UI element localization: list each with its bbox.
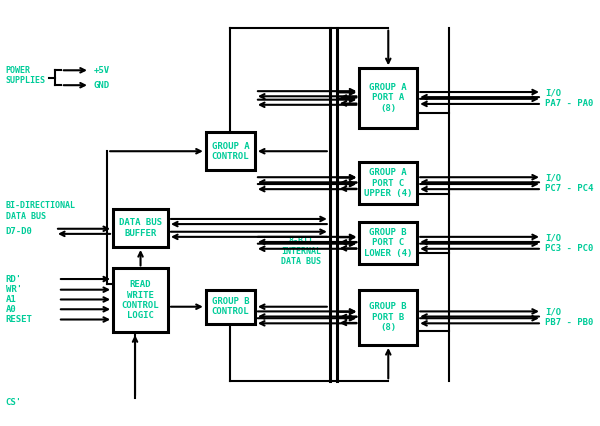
Text: BI-DIRECTIONAL
DATA BUS: BI-DIRECTIONAL DATA BUS [6,201,76,221]
Bar [113,268,168,332]
Text: 8-BIT
INTERNAL
DATA BUS: 8-BIT INTERNAL DATA BUS [281,236,322,266]
Text: D7-D0: D7-D0 [6,227,32,236]
Bar [359,68,417,128]
Text: CS': CS' [6,398,22,407]
Bar [359,162,417,204]
Text: GROUP A
PORT C
UPPER (4): GROUP A PORT C UPPER (4) [364,168,412,198]
Text: READ
WRITE
CONTROL
LOGIC: READ WRITE CONTROL LOGIC [122,280,160,320]
Bar [113,209,168,247]
Text: A1: A1 [6,295,17,304]
Text: +5V: +5V [94,66,110,75]
Text: GROUP B
PORT C
LOWER (4): GROUP B PORT C LOWER (4) [364,228,412,258]
Text: WR': WR' [6,285,22,294]
Text: I/O
PC7 - PC4: I/O PC7 - PC4 [545,173,593,193]
Bar [206,290,255,324]
Text: POWER
SUPPLIES: POWER SUPPLIES [6,66,46,85]
Text: GROUP A
PORT A
(8): GROUP A PORT A (8) [370,83,407,113]
Text: GROUP A
CONTROL: GROUP A CONTROL [212,141,249,161]
Bar [359,290,417,345]
Text: I/O
PB7 - PB0: I/O PB7 - PB0 [545,308,593,327]
Text: GND: GND [94,81,110,90]
Text: GROUP B
CONTROL: GROUP B CONTROL [212,297,249,317]
Text: DATA BUS
BUFFER: DATA BUS BUFFER [119,218,162,238]
Text: I/O
PA7 - PA0: I/O PA7 - PA0 [545,88,593,108]
Bar [359,222,417,264]
Text: RESET: RESET [6,315,32,324]
Text: GROUP B
PORT B
(8): GROUP B PORT B (8) [370,302,407,332]
Text: A0: A0 [6,305,17,314]
Text: I/O
PC3 - PC0: I/O PC3 - PC0 [545,233,593,253]
Text: RD': RD' [6,274,22,284]
Bar [206,132,255,170]
